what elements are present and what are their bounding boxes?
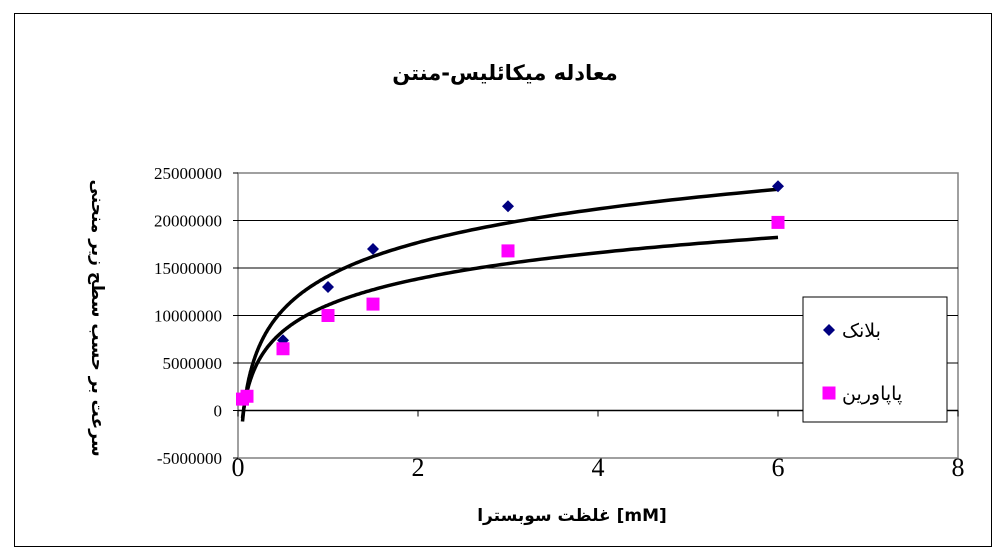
data-point-series-2 bbox=[771, 215, 785, 229]
data-point-series-2 bbox=[366, 297, 380, 311]
y-tick-label: 15000000 bbox=[154, 259, 222, 278]
x-axis-label: غلظت سوبسترا [mM] bbox=[477, 506, 667, 526]
y-tick-label: 10000000 bbox=[154, 307, 222, 326]
y-tick-label: 25000000 bbox=[154, 164, 222, 183]
data-point-series-1 bbox=[502, 200, 514, 213]
x-tick-label: 8 bbox=[952, 453, 965, 482]
x-tick-label: 4 bbox=[592, 453, 605, 482]
data-point-series-2 bbox=[240, 389, 254, 403]
legend-label: بلانک bbox=[842, 320, 881, 342]
data-point-series-2 bbox=[501, 244, 515, 258]
y-tick-label: 0 bbox=[214, 402, 223, 421]
x-tick-label: 2 bbox=[412, 453, 425, 482]
chart-title: معادله میکائلیس-منتن bbox=[392, 61, 618, 85]
data-point-series-1 bbox=[367, 243, 379, 255]
legend: بلانک پاپاورین bbox=[802, 296, 948, 423]
legend-box bbox=[802, 296, 948, 423]
trendline-series-2 bbox=[240, 235, 779, 419]
y-tick-label: 20000000 bbox=[154, 212, 222, 231]
x-tick-label: 0 bbox=[232, 453, 245, 482]
legend-label: پاپاورین bbox=[842, 383, 902, 405]
y-tick-label: -5000000 bbox=[157, 449, 222, 468]
data-point-series-2 bbox=[276, 342, 290, 356]
data-point-series-1 bbox=[322, 281, 334, 293]
y-tick-label: 5000000 bbox=[163, 354, 223, 373]
x-tick-label: 6 bbox=[772, 453, 785, 482]
y-axis-label: سرعت بر حسب سطح زیر منحنی bbox=[87, 179, 107, 456]
legend-marker bbox=[823, 324, 835, 336]
data-point-series-2 bbox=[321, 309, 335, 322]
legend-marker bbox=[822, 386, 836, 400]
data-point-series-1 bbox=[772, 180, 784, 193]
